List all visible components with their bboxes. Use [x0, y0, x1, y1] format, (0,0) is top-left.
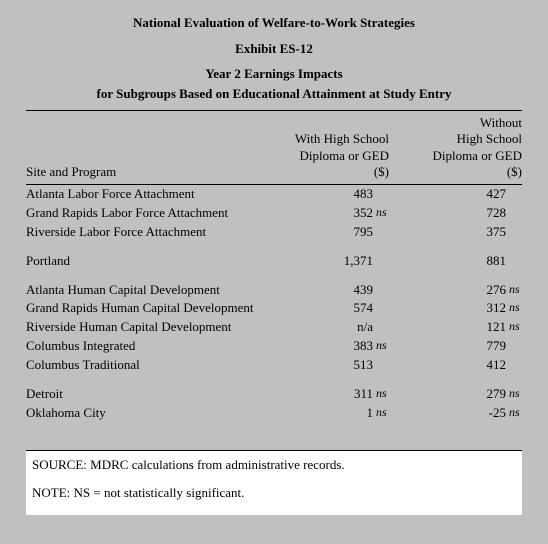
cell-with-diploma: 483 [266, 185, 399, 204]
cell-with-diploma: 574 [266, 299, 399, 318]
cell-without-diploma: 412 [399, 356, 522, 375]
ns-marker: ns [509, 318, 520, 335]
header-col-1: With High School Diploma or GED ($) [266, 131, 399, 180]
group-gap [26, 271, 522, 281]
cell-with-diploma: 352ns [266, 204, 399, 223]
title-line-3: Year 2 Earnings Impacts [26, 65, 522, 83]
cell-site: Riverside Labor Force Attachment [26, 223, 266, 242]
ns-marker: ns [509, 299, 520, 316]
title-line-2: Exhibit ES-12 [26, 40, 522, 58]
cell-without-diploma: 375 [399, 223, 522, 242]
cell-site: Columbus Traditional [26, 356, 266, 375]
cell-site: Oklahoma City [26, 404, 266, 423]
cell-with-diploma: 1ns [266, 404, 399, 423]
cell-without-diploma: 279ns [399, 385, 522, 404]
table-row: Riverside Human Capital Developmentn/a12… [26, 318, 522, 337]
table-row: Columbus Integrated383ns779 [26, 337, 522, 356]
ns-marker: ns [376, 385, 387, 402]
cell-site: Portland [26, 252, 266, 271]
cell-site: Detroit [26, 385, 266, 404]
exhibit-page: National Evaluation of Welfare-to-Work S… [0, 0, 548, 515]
table-row: Grand Rapids Labor Force Attachment352ns… [26, 204, 522, 223]
cell-with-diploma: 311ns [266, 385, 399, 404]
cell-without-diploma: 121ns [399, 318, 522, 337]
ns-marker: ns [509, 281, 520, 298]
cell-without-diploma: 728 [399, 204, 522, 223]
cell-with-diploma: 795 [266, 223, 399, 242]
ns-marker: ns [376, 337, 387, 354]
cell-without-diploma: -25ns [399, 404, 522, 423]
header-site-label: Site and Program [26, 164, 266, 180]
ns-marker: ns [509, 404, 520, 421]
table-row: Riverside Labor Force Attachment795375 [26, 223, 522, 242]
table-row: Atlanta Human Capital Development439276n… [26, 281, 522, 300]
cell-without-diploma: 779 [399, 337, 522, 356]
cell-with-diploma: 439 [266, 281, 399, 300]
table-row: Portland1,371881 [26, 252, 522, 271]
title-line-4: for Subgroups Based on Educational Attai… [26, 85, 522, 103]
cell-without-diploma: 276ns [399, 281, 522, 300]
table-row: Atlanta Labor Force Attachment483427 [26, 185, 522, 204]
cell-with-diploma: 513 [266, 356, 399, 375]
cell-site: Grand Rapids Human Capital Development [26, 299, 266, 318]
cell-site: Atlanta Human Capital Development [26, 281, 266, 300]
cell-with-diploma: 1,371 [266, 252, 399, 271]
footer-source: SOURCE: MDRC calculations from administr… [32, 457, 516, 473]
table-row: Oklahoma City1ns-25ns [26, 404, 522, 423]
title-line-1: National Evaluation of Welfare-to-Work S… [26, 14, 522, 32]
table-body: Atlanta Labor Force Attachment483427Gran… [26, 185, 522, 422]
table-row: Detroit311ns279ns [26, 385, 522, 404]
cell-without-diploma: 312ns [399, 299, 522, 318]
cell-site: Columbus Integrated [26, 337, 266, 356]
cell-site: Atlanta Labor Force Attachment [26, 185, 266, 204]
table-row: Grand Rapids Human Capital Development57… [26, 299, 522, 318]
footer-gap [32, 473, 516, 485]
table-row: Columbus Traditional513412 [26, 356, 522, 375]
header-col-2: Without High School Diploma or GED ($) [399, 115, 522, 180]
cell-without-diploma: 881 [399, 252, 522, 271]
cell-without-diploma: 427 [399, 185, 522, 204]
ns-marker: ns [509, 385, 520, 402]
footer-box: SOURCE: MDRC calculations from administr… [26, 451, 522, 515]
cell-site: Grand Rapids Labor Force Attachment [26, 204, 266, 223]
cell-with-diploma: n/a [266, 318, 399, 337]
ns-marker: ns [376, 204, 387, 221]
footer-note: NOTE: NS = not statistically significant… [32, 485, 516, 501]
group-gap [26, 375, 522, 385]
ns-marker: ns [376, 404, 387, 421]
group-gap [26, 242, 522, 252]
table-header: Site and Program With High School Diplom… [26, 111, 522, 184]
cell-with-diploma: 383ns [266, 337, 399, 356]
title-block: National Evaluation of Welfare-to-Work S… [26, 14, 522, 102]
cell-site: Riverside Human Capital Development [26, 318, 266, 337]
